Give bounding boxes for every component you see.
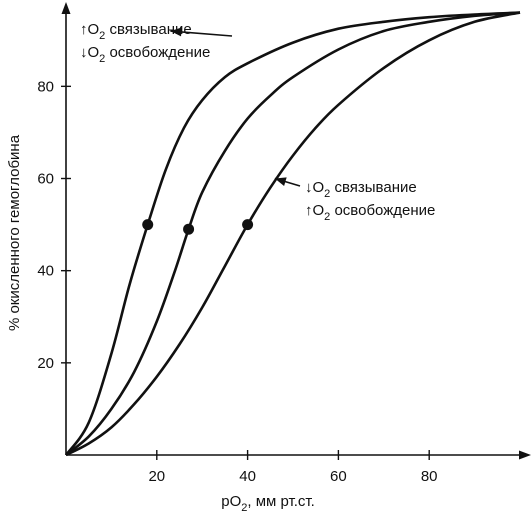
axes <box>61 2 531 460</box>
curve-2 <box>65 11 521 457</box>
annotation-2-line-2: ↑O2 освобождение <box>305 202 435 223</box>
x-axis-label: pO2, мм рт.ст. <box>221 493 315 514</box>
x-tick-label: 20 <box>148 468 165 485</box>
y-tick-label: 20 <box>37 355 54 372</box>
y-tick-label: 40 <box>37 263 54 280</box>
ticks: 20 40 60 80 20 40 60 80 <box>37 78 437 485</box>
curve-1 <box>64 11 521 456</box>
curve-3 <box>65 11 521 457</box>
x-axis-arrowhead <box>519 450 531 460</box>
annotation-1-line-2: ↓O2 освобождение <box>80 44 210 65</box>
p50-points <box>142 219 254 235</box>
p50-point-3 <box>242 219 254 231</box>
y-tick-label: 60 <box>37 171 54 188</box>
annotation-1-arrowhead <box>170 27 182 37</box>
annotation-2-arrowhead <box>274 177 287 186</box>
x-tick-label: 60 <box>330 468 347 485</box>
x-tick-label: 40 <box>239 468 256 485</box>
annotation-1-line-1: ↑O2 связывание <box>80 21 192 42</box>
annotations: ↑O2 связывание↓O2 освобождение ↓O2 связыв… <box>80 21 435 223</box>
y-axis-arrowhead <box>61 2 71 14</box>
x-axis-label-subscript: 2 <box>241 502 247 514</box>
curves <box>64 11 521 457</box>
p50-point-1 <box>142 219 154 231</box>
y-axis-label: % окисленного гемоглобина <box>6 134 23 331</box>
x-axis-label-main: pO <box>221 493 241 510</box>
x-tick-label: 80 <box>421 468 438 485</box>
y-tick-label: 80 <box>37 78 54 95</box>
p50-point-2 <box>183 223 195 235</box>
annotation-2-line-1: ↓O2 связывание <box>305 179 417 200</box>
x-axis-label-units: , мм рт.ст. <box>247 493 314 510</box>
